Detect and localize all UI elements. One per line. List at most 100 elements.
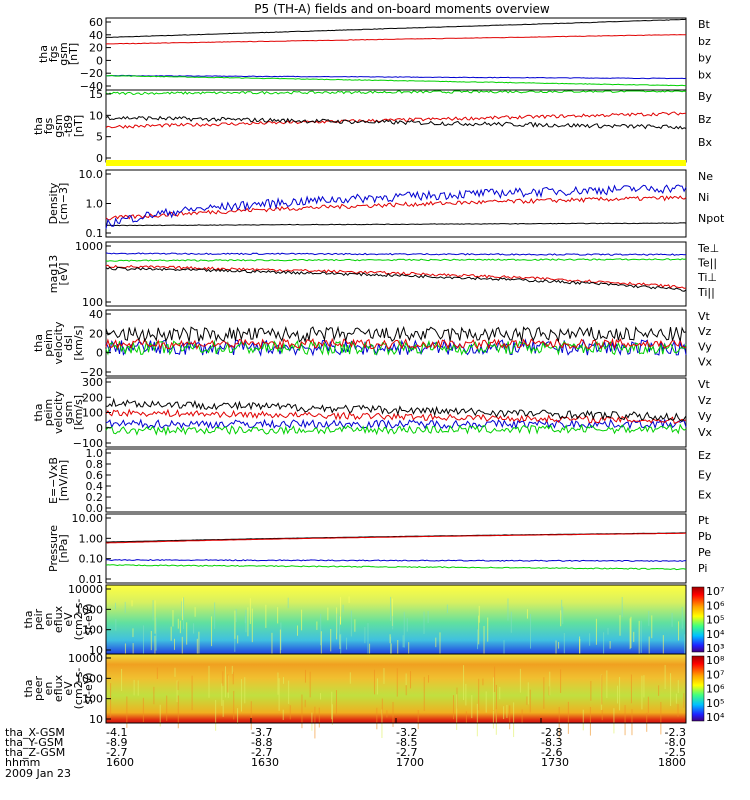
colorbar [691, 655, 705, 722]
spectrogram-streak [170, 626, 172, 641]
y-axis-label: tha [32, 403, 45, 421]
y-tick-label: 0 [96, 152, 103, 165]
spectrogram-streak [681, 607, 683, 629]
spectrogram-streak [271, 632, 273, 659]
spectrogram-streak [601, 709, 603, 721]
ephemeris-value: -8.9 [106, 736, 127, 749]
series-line-blue [105, 559, 687, 562]
spectrogram-streak [660, 701, 662, 735]
y-axis-label: gsm [52, 114, 65, 137]
spectrogram-streak [629, 618, 631, 650]
spectrogram-streak [624, 705, 626, 736]
spectrogram-streak [277, 607, 279, 624]
spectrogram-streak [478, 678, 480, 711]
spectrogram-streak [677, 680, 679, 693]
spectrogram-streak [492, 677, 494, 711]
legend-entry: Te⊥ [697, 242, 719, 255]
y-tick-label: 300 [82, 376, 103, 389]
spectrogram-streak [603, 632, 605, 660]
series-line-red [105, 408, 686, 424]
y-axis-label: eV [62, 612, 75, 627]
y-axis-label: E=−VxB [47, 457, 60, 504]
spectrogram-streak [562, 606, 564, 625]
spectrogram-streak [222, 700, 224, 717]
spectrogram-streak [182, 597, 184, 621]
spectrogram-streak [560, 669, 562, 693]
y-tick-label: 40 [89, 308, 103, 321]
spectrogram-streak [287, 597, 289, 609]
colorbar-tick-label: 10⁸ [706, 654, 725, 667]
y-axis-label: -t89 [62, 115, 75, 137]
legend-entry: bz [698, 35, 711, 48]
legend-entry: Ti⊥ [697, 271, 717, 284]
spectrogram-streak [521, 709, 523, 724]
y-tick-label: 1000 [75, 672, 103, 685]
spectrogram-streak [133, 679, 135, 696]
spectrogram-streak [154, 635, 156, 664]
panel-frame [105, 513, 687, 584]
spectrogram-streak [555, 640, 557, 665]
spectrogram-streak [193, 623, 195, 634]
y-tick-label: 0.0 [86, 502, 104, 515]
y-tick-label: 1000 [75, 603, 103, 616]
spectrogram-streak [483, 625, 485, 660]
y-axis-label: gsm [62, 401, 75, 424]
spectrogram-streak [519, 668, 521, 693]
y-tick-label: 1.0 [86, 198, 104, 211]
spectrogram-streak [132, 628, 134, 638]
spectrogram-streak [630, 616, 632, 649]
y-axis-label: fgs [47, 45, 60, 62]
y-tick-label: 40 [89, 29, 103, 42]
y-axis-label: Density [47, 182, 60, 224]
spectrogram-streak [316, 621, 318, 630]
spectrogram-streak [152, 600, 154, 621]
spectrogram-streak [638, 620, 640, 656]
ephemeris-value: -8.5 [396, 736, 417, 749]
spectrogram-streak [548, 686, 550, 696]
spectrogram-streak [364, 627, 366, 644]
spectrogram-streak [503, 706, 505, 720]
spectrogram-streak [301, 694, 303, 729]
ephemeris-value: 1630 [251, 756, 279, 769]
series-line-green [105, 423, 687, 436]
spectrogram-streak [648, 636, 650, 667]
y-tick-label: 0.01 [79, 573, 104, 586]
y-axis-label: peim [42, 399, 55, 427]
spectrogram-streak [198, 631, 200, 657]
ephemeris-value: -2.7 [251, 746, 272, 759]
legend-entry: Vz [698, 394, 712, 407]
ephemeris-label: hhmm [5, 756, 40, 769]
legend-entry: Bz [698, 113, 712, 126]
spectrogram-streak [142, 625, 144, 661]
spectrogram-streak [646, 712, 648, 732]
spectrogram-peir_spec [106, 585, 686, 654]
y-tick-label: 100 [82, 296, 103, 309]
legend-entry: Pb [698, 530, 712, 543]
spectrogram-streak [678, 621, 680, 641]
ephemeris-value: -2.8 [541, 726, 562, 739]
spectrogram-peer_spec [106, 654, 686, 723]
spectrogram-streak [647, 696, 649, 714]
spectrogram-streak [342, 604, 344, 613]
y-axis-label: (cm2-s- [72, 668, 85, 710]
ephemeris-value: -8.8 [251, 736, 272, 749]
legend-entry: Bt [698, 18, 711, 31]
y-axis-label: sr-eV) [82, 672, 95, 704]
spectrogram-streak [601, 675, 603, 705]
spectrogram-streak [499, 686, 501, 700]
ephemeris-label: tha_X-GSM [5, 726, 65, 739]
legend-entry: Bx [698, 136, 713, 149]
spectrogram-streak [340, 633, 342, 659]
y-tick-label: 0 [96, 54, 103, 67]
colorbar-tick-label: 10⁶ [706, 683, 725, 696]
panels: 6040200−20−40thafgsgsm[nT]Btbzbybx151050… [22, 16, 725, 740]
ephemeris-value: 1600 [106, 756, 134, 769]
legend-entry: Pe [698, 546, 711, 559]
spectrogram-streak [177, 695, 179, 729]
y-axis-label: velocity [52, 321, 65, 364]
y-tick-label: 10000 [68, 583, 103, 596]
spectrogram-streak [227, 674, 229, 693]
ephemeris-value: -2.5 [665, 746, 686, 759]
series-line-red [105, 34, 686, 45]
spectrogram-streak [675, 693, 677, 704]
